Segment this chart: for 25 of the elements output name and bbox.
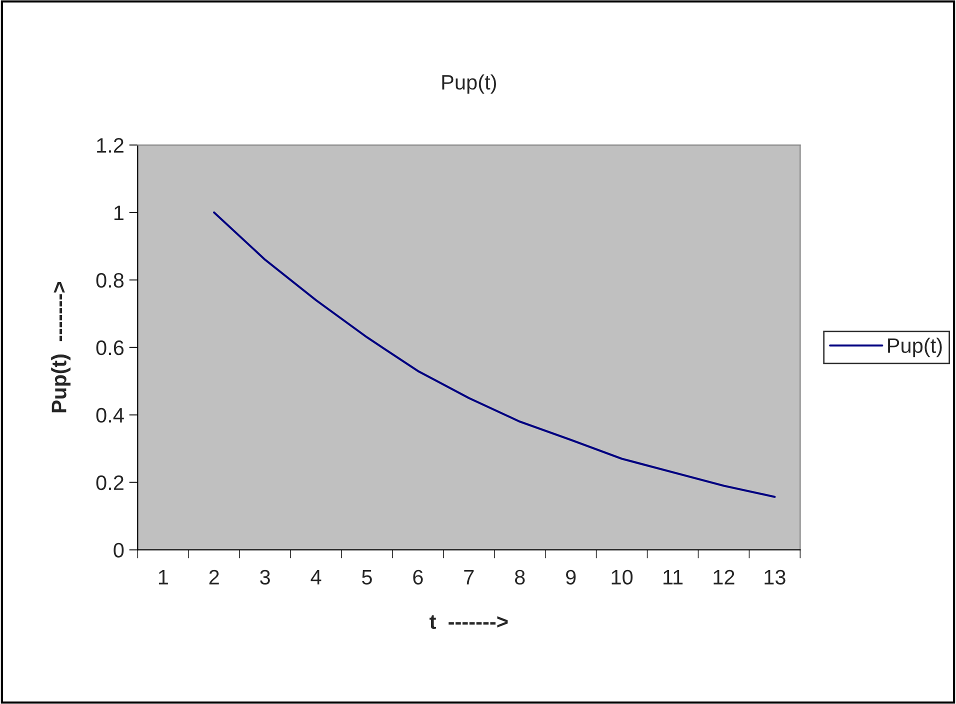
legend-label: Pup(t): [888, 338, 942, 358]
x-tick-label: 2: [209, 570, 219, 584]
line-series: [213, 211, 776, 498]
x-tick-label: 6: [413, 570, 423, 585]
chart-title: Pup(t): [442, 74, 496, 94]
y-tick-label: 0.4: [96, 408, 124, 423]
y-tick-label: 0.8: [96, 272, 124, 288]
y-axis-title: Pup(t) ------->: [51, 282, 71, 412]
x-tick-label: 4: [310, 570, 322, 584]
y-tick-label: 1: [114, 206, 124, 220]
y-tick-label: 1.2: [97, 138, 124, 153]
x-tick-label: 8: [514, 570, 525, 585]
x-tick-label: 11: [664, 570, 683, 584]
y-tick-label: 0: [114, 542, 124, 558]
y-tick-label: 0.6: [96, 340, 124, 356]
x-tick-label: 3: [260, 570, 270, 585]
x-tick-label: 1: [158, 570, 168, 584]
y-tick-label: 0.2: [96, 475, 124, 490]
x-tick-label: 13: [764, 570, 786, 585]
x-axis-title: t ------->: [430, 615, 508, 629]
x-tick-label: 10: [612, 570, 633, 585]
x-tick-label: 12: [714, 570, 734, 584]
x-tick-label: 7: [464, 570, 474, 584]
x-tick-label: 5: [362, 570, 372, 585]
x-tick-label: 9: [566, 570, 576, 585]
